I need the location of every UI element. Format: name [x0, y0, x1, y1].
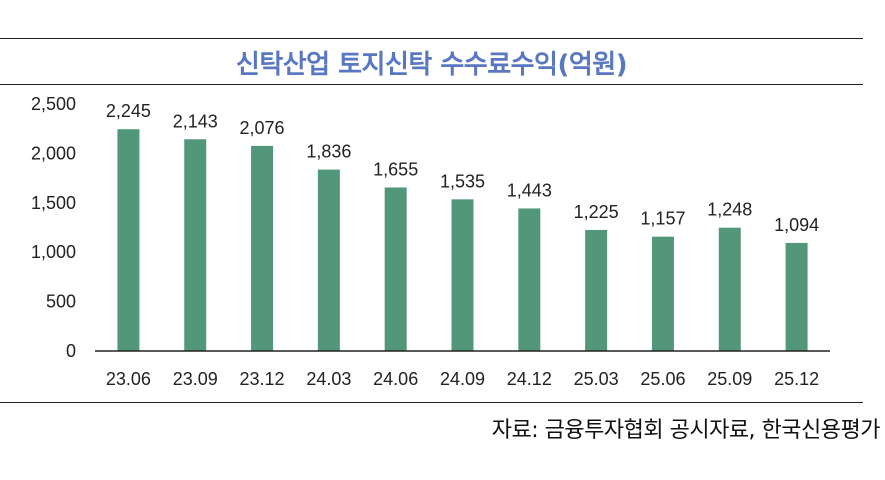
x-tick-label: 24.06 [373, 369, 418, 389]
bar [451, 199, 474, 351]
data-label: 2,076 [240, 118, 285, 138]
bar [251, 145, 274, 351]
bar [117, 129, 140, 351]
x-tick-label: 25.06 [640, 369, 685, 389]
data-label: 2,245 [106, 101, 151, 121]
x-tick-label: 24.03 [306, 369, 351, 389]
x-tick-label: 25.09 [707, 369, 752, 389]
data-label: 2,143 [173, 111, 218, 131]
data-label: 1,655 [373, 159, 418, 179]
x-tick-label: 25.03 [574, 369, 619, 389]
bar [518, 208, 541, 351]
chart-title: 신탁산업 토지신탁 수수료수익(억원) [235, 50, 628, 80]
data-label: 1,157 [640, 209, 685, 229]
y-tick-label: 500 [46, 292, 76, 312]
y-tick-label: 1,500 [31, 193, 76, 213]
x-tick-label: 24.12 [507, 369, 552, 389]
data-label: 1,836 [306, 142, 351, 162]
x-tick-label: 25.12 [774, 369, 819, 389]
x-tick-label: 23.12 [240, 369, 285, 389]
x-tick-label: 24.09 [440, 369, 485, 389]
bar [585, 229, 608, 351]
bar-chart: 0 500 1,000 1,500 2,000 2,500 2,245 23.06 2,143 2… [31, 94, 830, 389]
title-rule [0, 84, 863, 85]
y-tick-label: 1,000 [31, 242, 76, 262]
x-tick-label: 23.06 [106, 369, 151, 389]
x-tick-label: 23.09 [173, 369, 218, 389]
bar [785, 242, 808, 351]
data-label: 1,094 [774, 215, 819, 235]
data-label: 1,535 [440, 171, 485, 191]
y-tick-label: 2,000 [31, 143, 76, 163]
bar [651, 236, 674, 351]
bottom-rule [0, 402, 863, 403]
data-label: 1,248 [707, 200, 752, 220]
data-label: 1,443 [507, 180, 552, 200]
bar [184, 139, 207, 351]
y-tick-label: 2,500 [31, 94, 76, 114]
source-note: 자료: 금융투자협회 공시자료, 한국신용평가 [491, 418, 881, 443]
bar [384, 187, 407, 351]
top-rule [0, 38, 863, 39]
data-label: 1,225 [574, 202, 619, 222]
y-tick-label: 0 [66, 341, 76, 361]
bar [718, 227, 741, 351]
bar [317, 169, 340, 351]
